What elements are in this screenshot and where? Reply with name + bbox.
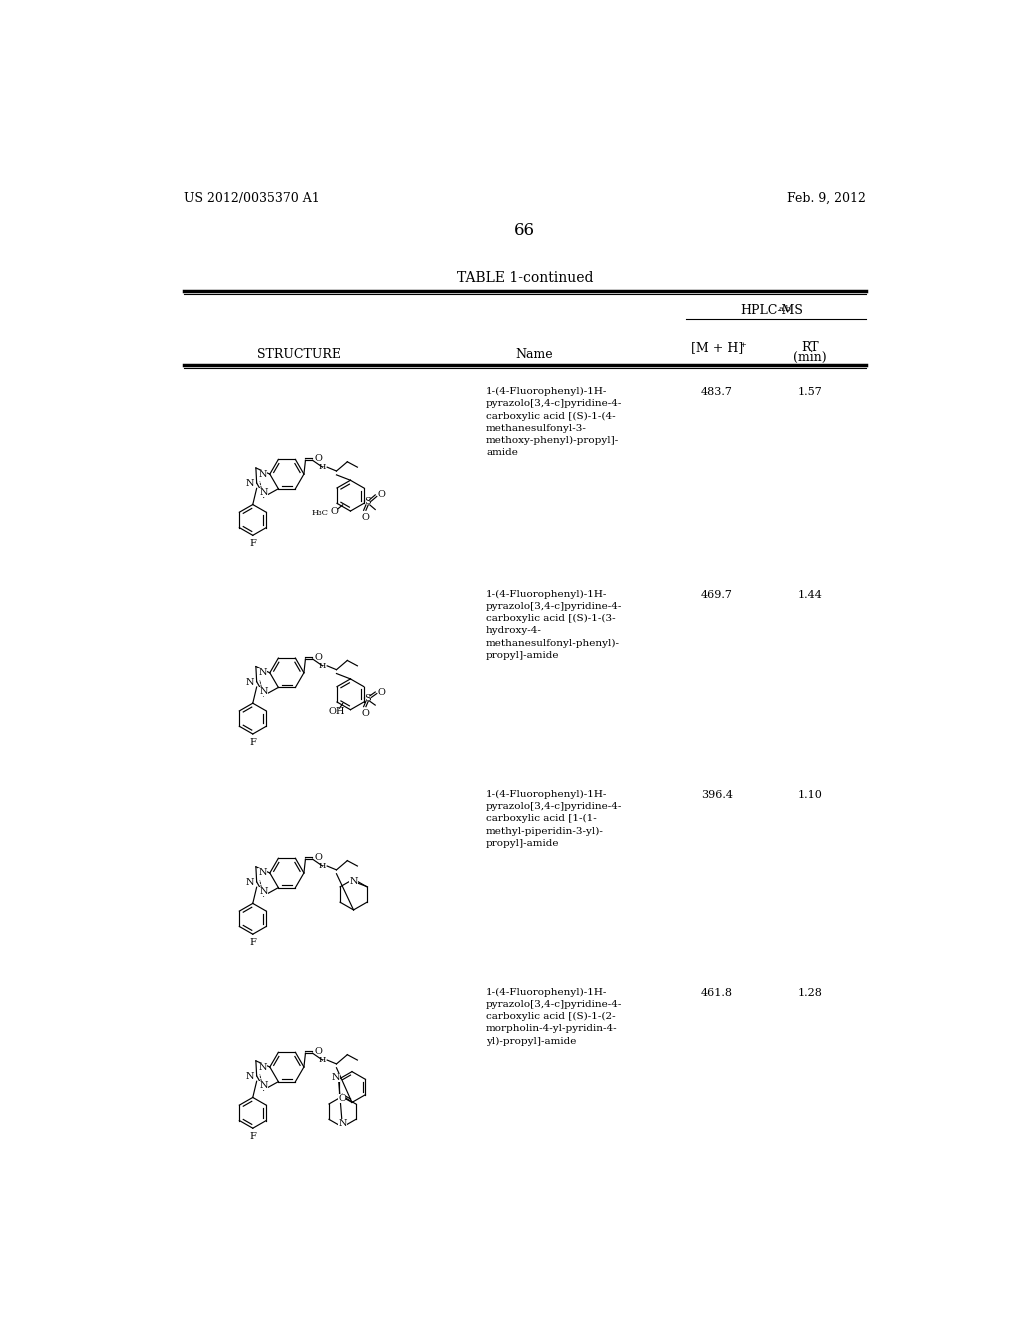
Text: H: H	[318, 1056, 326, 1064]
Text: 1-(4-Fluorophenyl)-1H-
pyrazolo[3,4-c]pyridine-4-
carboxylic acid [(S)-1-(4-
met: 1-(4-Fluorophenyl)-1H- pyrazolo[3,4-c]py…	[486, 387, 623, 457]
Text: O: O	[314, 653, 323, 661]
Text: O: O	[314, 1047, 323, 1056]
Text: 66: 66	[514, 222, 536, 239]
Text: N: N	[332, 1073, 340, 1082]
Text: N: N	[259, 488, 268, 498]
Text: 1.28: 1.28	[798, 987, 822, 998]
Text: H: H	[318, 663, 326, 671]
Text: Name: Name	[515, 348, 553, 362]
Text: N: N	[246, 1072, 254, 1081]
Text: N: N	[259, 1081, 268, 1090]
Text: N: N	[338, 1119, 347, 1129]
Text: O: O	[314, 853, 323, 862]
Text: TABLE 1-continued: TABLE 1-continued	[457, 271, 593, 285]
Text: N: N	[259, 887, 268, 896]
Text: S: S	[365, 694, 371, 702]
Text: (min): (min)	[794, 351, 826, 363]
Text: +: +	[739, 341, 746, 348]
Text: N: N	[259, 686, 268, 696]
Text: STRUCTURE: STRUCTURE	[256, 348, 341, 362]
Text: N: N	[246, 678, 254, 686]
Text: a,b: a,b	[779, 304, 792, 312]
Text: [M + H]: [M + H]	[691, 342, 743, 354]
Text: 1.10: 1.10	[798, 789, 822, 800]
Text: N: N	[246, 479, 254, 488]
Text: O: O	[362, 512, 370, 521]
Text: RT: RT	[801, 342, 819, 354]
Text: H: H	[318, 463, 326, 471]
Text: 396.4: 396.4	[701, 789, 733, 800]
Text: N: N	[349, 876, 357, 886]
Text: 469.7: 469.7	[701, 590, 733, 599]
Text: Feb. 9, 2012: Feb. 9, 2012	[786, 191, 866, 205]
Text: 1-(4-Fluorophenyl)-1H-
pyrazolo[3,4-c]pyridine-4-
carboxylic acid [(S)-1-(2-
mor: 1-(4-Fluorophenyl)-1H- pyrazolo[3,4-c]py…	[486, 987, 623, 1045]
Text: O: O	[378, 491, 385, 499]
Text: OH: OH	[329, 706, 345, 715]
Text: O: O	[314, 454, 323, 463]
Text: 461.8: 461.8	[701, 987, 733, 998]
Text: N: N	[258, 668, 266, 677]
Text: F: F	[249, 1133, 256, 1140]
Text: N: N	[246, 878, 254, 887]
Text: US 2012/0035370 A1: US 2012/0035370 A1	[183, 191, 319, 205]
Text: N: N	[258, 470, 266, 479]
Text: O: O	[362, 709, 370, 718]
Text: O: O	[339, 1094, 346, 1104]
Text: 483.7: 483.7	[701, 387, 733, 397]
Text: N: N	[258, 869, 266, 878]
Text: O: O	[331, 507, 339, 516]
Text: 1.44: 1.44	[798, 590, 822, 599]
Text: S: S	[365, 498, 371, 507]
Text: H₃C: H₃C	[311, 508, 329, 516]
Text: H: H	[318, 862, 326, 870]
Text: 1-(4-Fluorophenyl)-1H-
pyrazolo[3,4-c]pyridine-4-
carboxylic acid [1-(1-
methyl-: 1-(4-Fluorophenyl)-1H- pyrazolo[3,4-c]py…	[486, 789, 623, 847]
Text: F: F	[249, 939, 256, 946]
Text: O: O	[378, 688, 385, 697]
Text: HPLC-MS: HPLC-MS	[740, 305, 803, 317]
Text: 1-(4-Fluorophenyl)-1H-
pyrazolo[3,4-c]pyridine-4-
carboxylic acid [(S)-1-(3-
hyd: 1-(4-Fluorophenyl)-1H- pyrazolo[3,4-c]py…	[486, 590, 623, 660]
Text: N: N	[258, 1063, 266, 1072]
Text: 1.57: 1.57	[798, 387, 822, 397]
Text: F: F	[249, 539, 256, 548]
Text: F: F	[249, 738, 256, 747]
